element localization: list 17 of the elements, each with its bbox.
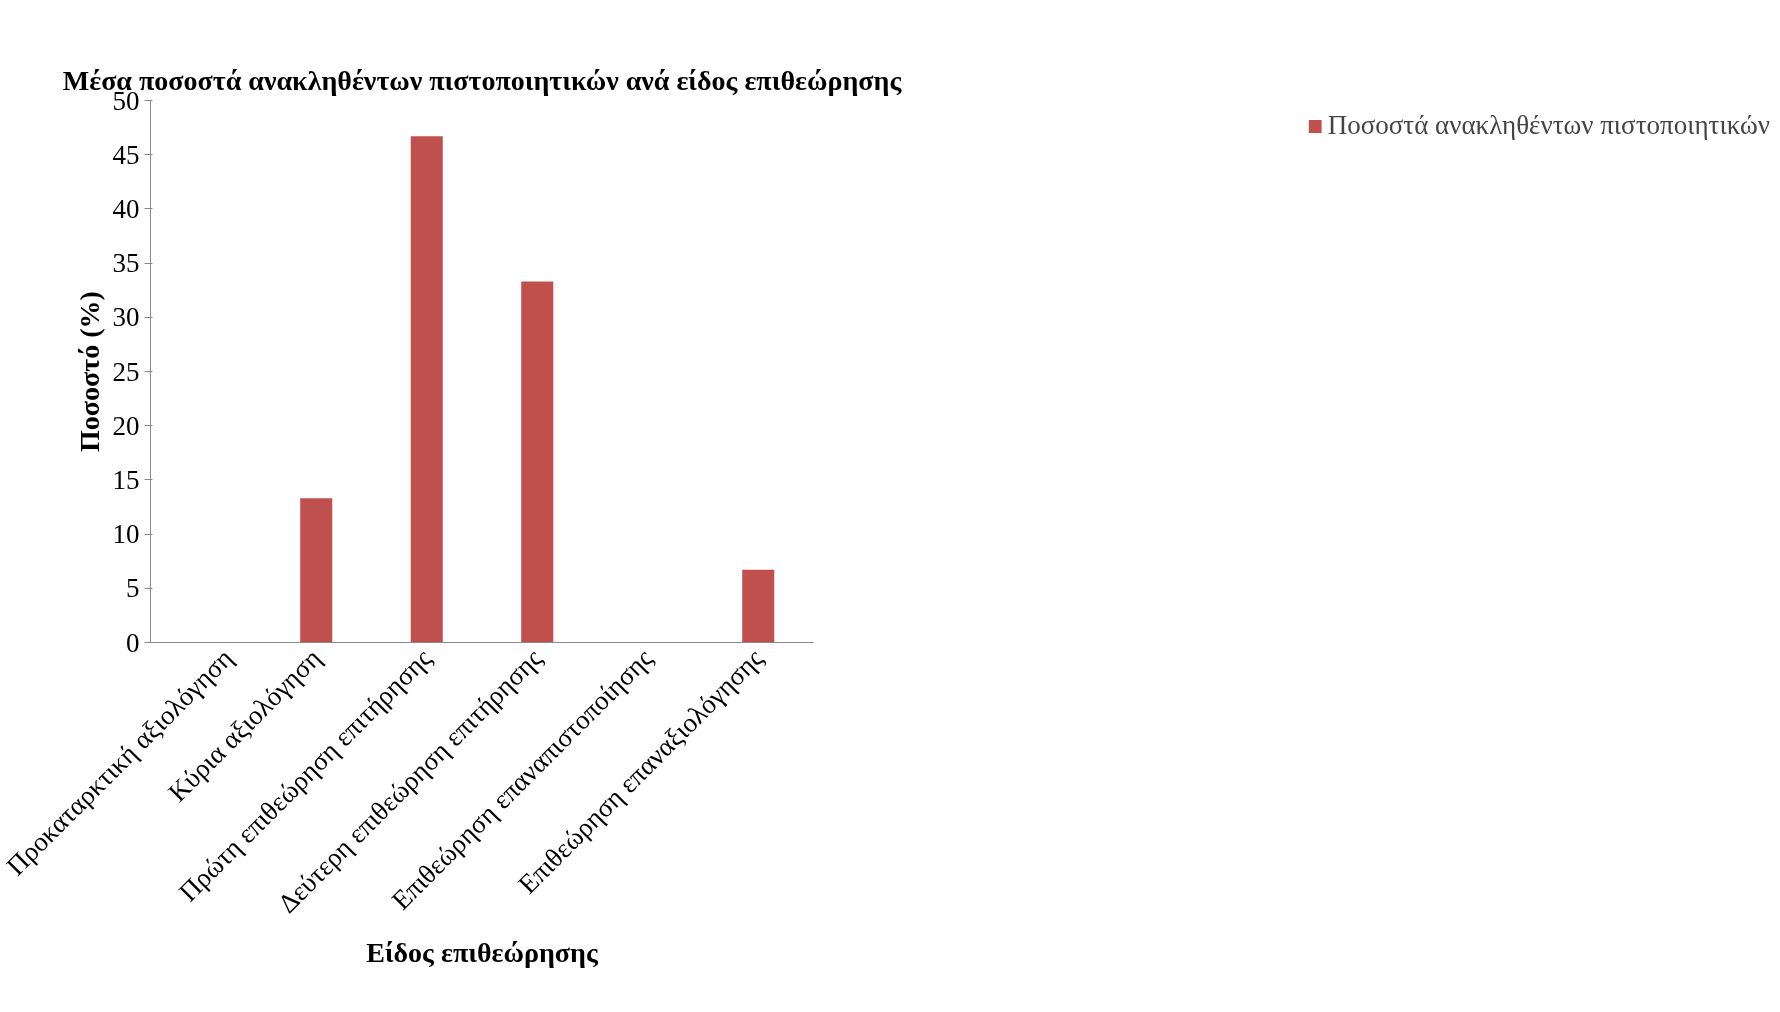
y-tick-label: 40	[112, 193, 140, 224]
legend-label: Ποσοστά ανακληθέντων πιστοποιητικών	[1327, 110, 1770, 141]
y-tick-label: 10	[112, 519, 140, 550]
y-tick-label: 0	[126, 627, 140, 658]
y-tick-label: 35	[112, 248, 140, 279]
y-tick-label: 25	[112, 356, 140, 387]
bar	[742, 569, 775, 643]
y-axis-title: Ποσοστό (%)	[73, 291, 105, 452]
x-axis-title: Είδος επιθεώρησης	[366, 937, 599, 969]
bar	[410, 136, 443, 643]
y-tick-label: 20	[112, 410, 140, 441]
y-tick-label: 30	[112, 302, 140, 333]
bar	[300, 498, 333, 643]
y-tick-label: 5	[126, 573, 140, 604]
y-tick-label: 45	[112, 139, 140, 170]
bar	[521, 281, 554, 643]
y-tick-label: 15	[112, 464, 140, 495]
